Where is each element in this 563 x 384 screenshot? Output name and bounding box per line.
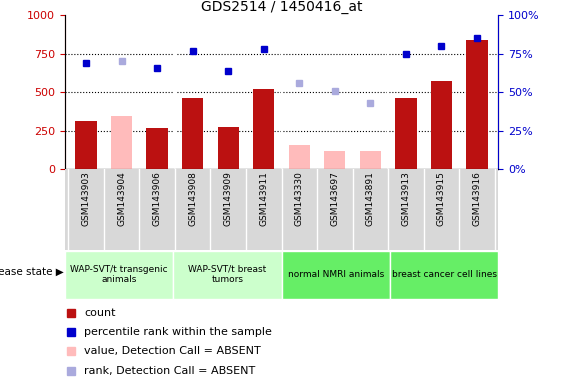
Text: GSM143908: GSM143908 bbox=[188, 171, 197, 226]
Bar bbox=[395, 98, 417, 169]
Bar bbox=[289, 145, 310, 169]
Text: rank, Detection Call = ABSENT: rank, Detection Call = ABSENT bbox=[84, 366, 256, 376]
Text: GSM143909: GSM143909 bbox=[224, 171, 233, 226]
Text: value, Detection Call = ABSENT: value, Detection Call = ABSENT bbox=[84, 346, 261, 356]
Text: GSM143904: GSM143904 bbox=[117, 171, 126, 226]
FancyBboxPatch shape bbox=[282, 251, 390, 298]
Text: normal NMRI animals: normal NMRI animals bbox=[288, 270, 384, 279]
Title: GDS2514 / 1450416_at: GDS2514 / 1450416_at bbox=[201, 0, 362, 14]
Bar bbox=[431, 81, 452, 169]
Text: percentile rank within the sample: percentile rank within the sample bbox=[84, 327, 272, 337]
Text: GSM143913: GSM143913 bbox=[401, 171, 410, 226]
Bar bbox=[75, 121, 97, 169]
Text: WAP-SVT/t transgenic
animals: WAP-SVT/t transgenic animals bbox=[70, 265, 168, 284]
Bar bbox=[182, 98, 203, 169]
Bar bbox=[253, 89, 274, 169]
FancyBboxPatch shape bbox=[173, 251, 282, 298]
Bar bbox=[111, 116, 132, 169]
Text: disease state ▶: disease state ▶ bbox=[0, 267, 64, 277]
Text: GSM143697: GSM143697 bbox=[330, 171, 339, 226]
Bar bbox=[360, 151, 381, 169]
Text: GSM143906: GSM143906 bbox=[153, 171, 162, 226]
Text: breast cancer cell lines: breast cancer cell lines bbox=[391, 270, 497, 279]
Text: GSM143916: GSM143916 bbox=[472, 171, 481, 226]
Text: count: count bbox=[84, 308, 116, 318]
Bar bbox=[146, 128, 168, 169]
Text: GSM143891: GSM143891 bbox=[366, 171, 375, 226]
Text: GSM143330: GSM143330 bbox=[295, 171, 304, 226]
Text: GSM143911: GSM143911 bbox=[259, 171, 268, 226]
FancyBboxPatch shape bbox=[65, 251, 173, 298]
Text: GSM143903: GSM143903 bbox=[82, 171, 91, 226]
Bar bbox=[466, 40, 488, 169]
Bar bbox=[324, 151, 346, 169]
Text: GSM143915: GSM143915 bbox=[437, 171, 446, 226]
Bar bbox=[217, 127, 239, 169]
FancyBboxPatch shape bbox=[390, 251, 498, 298]
Text: WAP-SVT/t breast
tumors: WAP-SVT/t breast tumors bbox=[188, 265, 266, 284]
